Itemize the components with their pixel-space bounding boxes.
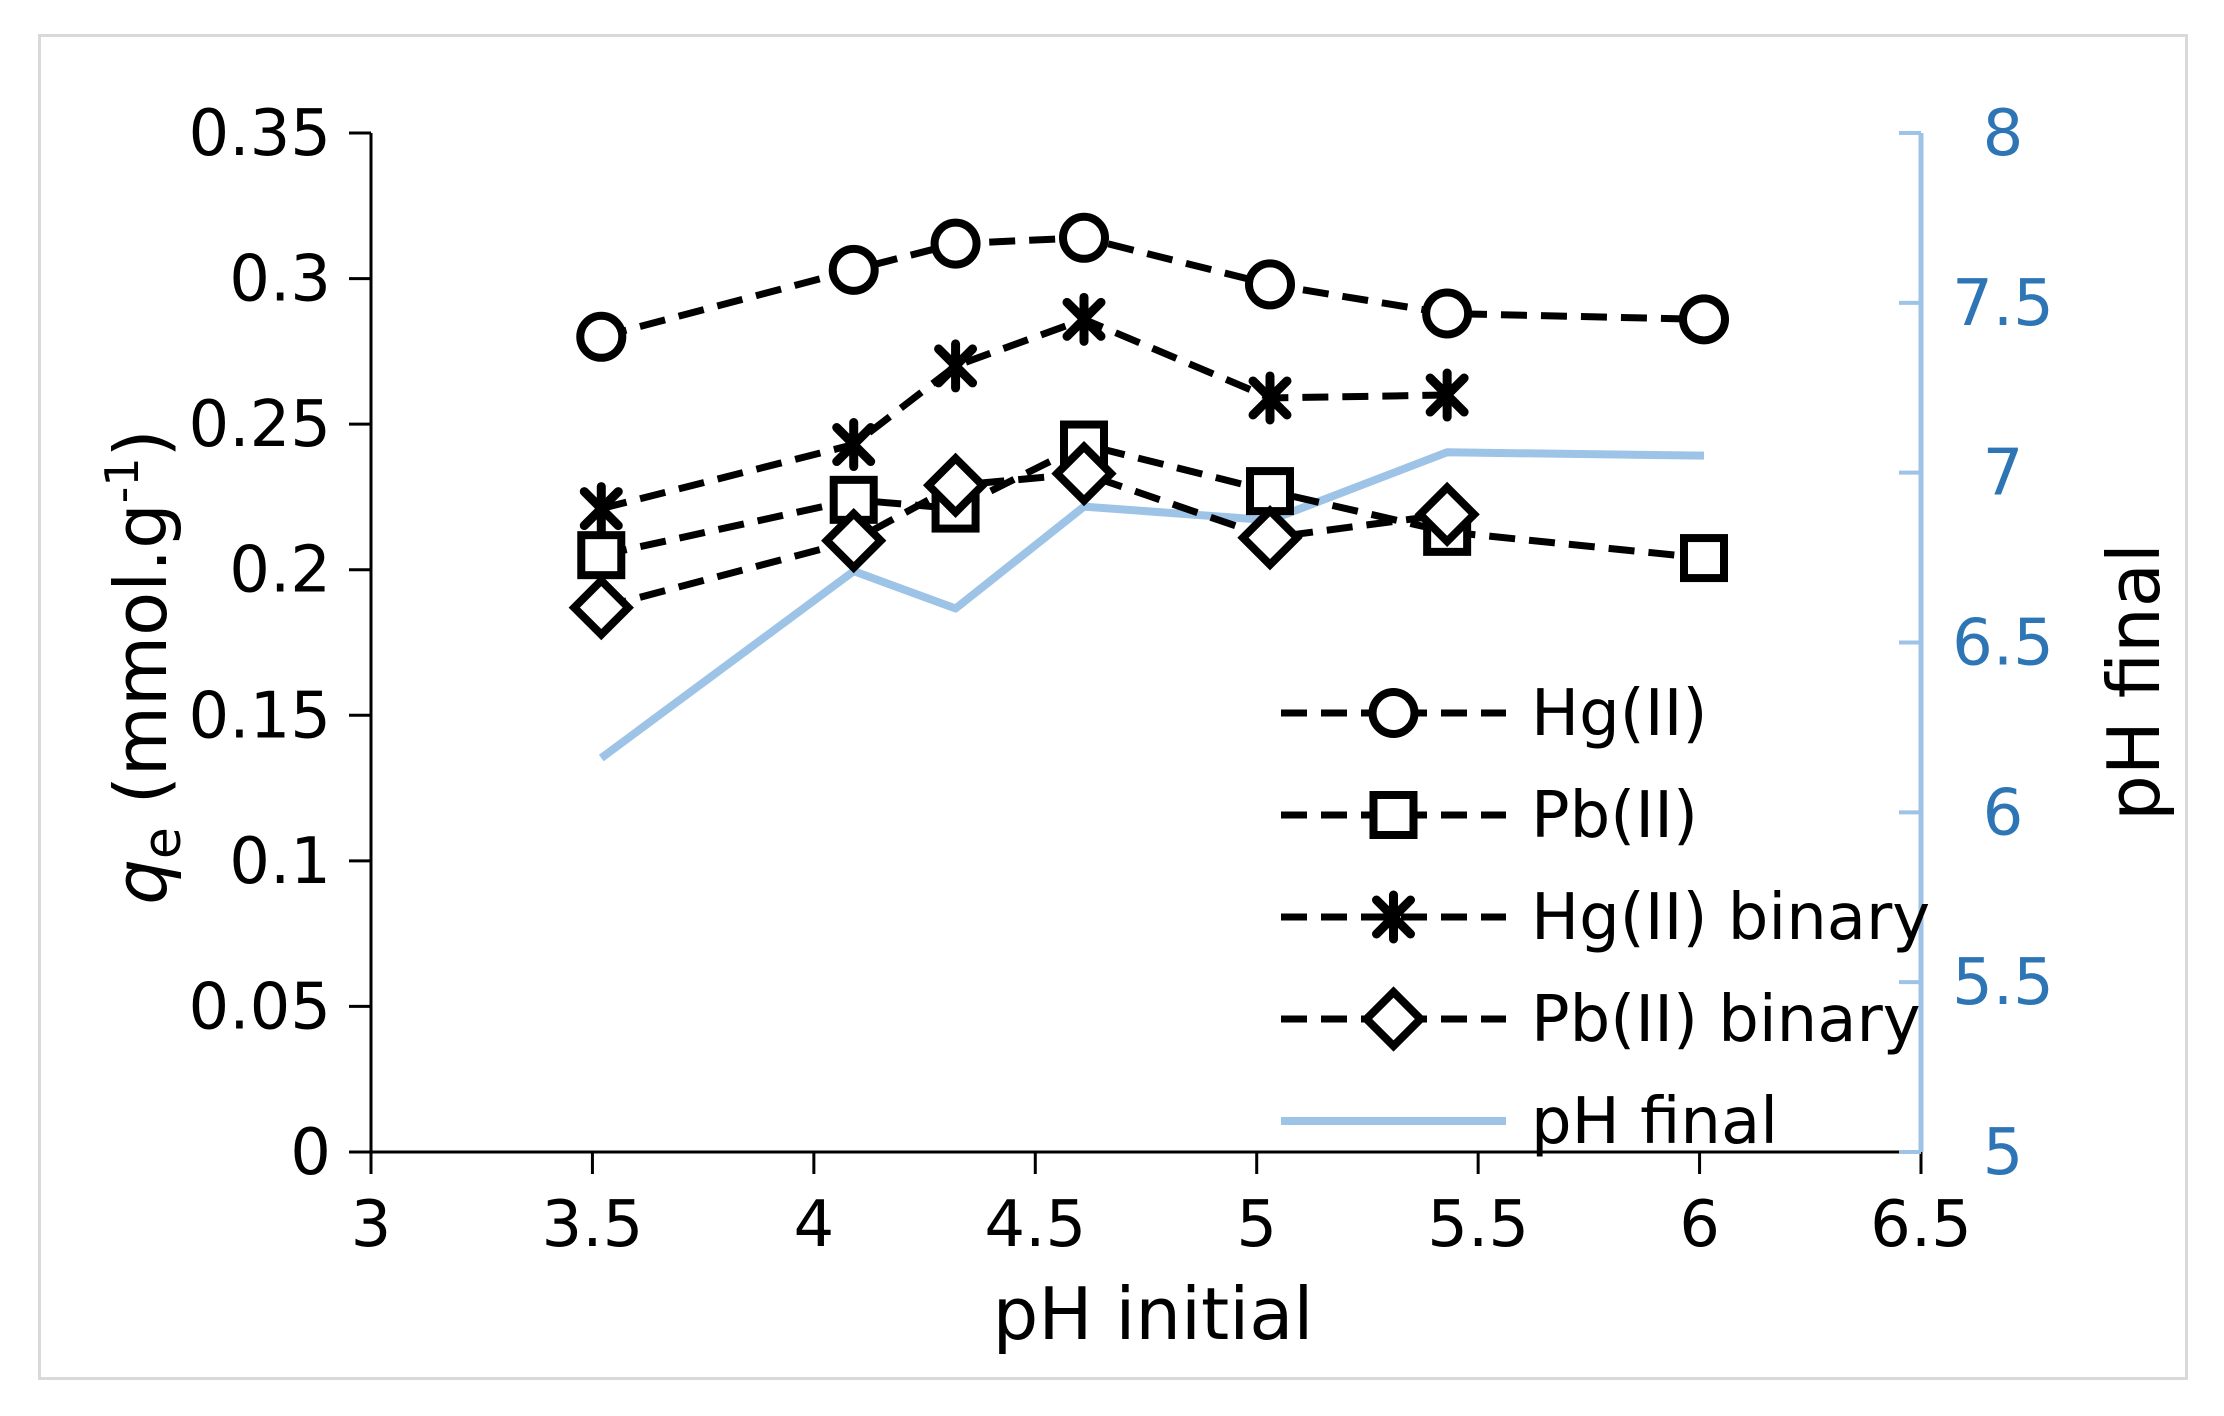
chart: 3 3.5 4 4.5 5 5.5 6 6.5 0 0.05 0.1 0.15 0.2 0.25 0.3 0.… — [95, 97, 2176, 1356]
y2-tick-label: 6.5 — [1952, 607, 2054, 681]
legend-label-pb-ii: Pb(II) — [1531, 779, 1698, 853]
legend-marker-hg-ii-binary — [1372, 890, 1415, 944]
data-point-hg-ii — [930, 218, 981, 269]
series-line-hg-ii — [600, 234, 1705, 341]
legend-label-hg-ii-binary: Hg(II) binary — [1531, 881, 1930, 955]
y-axis-title-symbol: q — [99, 859, 183, 905]
legend-item-hg-ii: Hg(II) — [1281, 677, 1707, 751]
legend-item-pb-ii-binary: Pb(II) binary — [1281, 983, 1921, 1057]
y2-tick-label: 6 — [1983, 776, 2024, 850]
y-axis-title-close: ) — [99, 429, 183, 457]
legend-label-pb-ii-binary: Pb(II) binary — [1531, 983, 1921, 1057]
legend-marker-pb-ii — [1369, 791, 1418, 839]
y2-tick-label: 7.5 — [1952, 267, 2054, 341]
data-point-hg-ii-binary — [832, 418, 876, 472]
y-tick-label: 0.25 — [189, 388, 332, 462]
axes: 3 3.5 4 4.5 5 5.5 6 6.5 0 0.05 0.1 0.15 0.2 0.25 0.3 0.… — [189, 97, 2054, 1262]
x-tick-label: 5.5 — [1427, 1188, 1529, 1262]
x-tick-label: 6.5 — [1870, 1188, 1972, 1262]
series-line-pb-ii — [600, 440, 1705, 562]
x-tick-label: 6 — [1679, 1188, 1720, 1262]
y2-tick-label: 5.5 — [1952, 946, 2054, 1020]
legend-marker-pb-ii-binary — [1360, 986, 1427, 1052]
y-tick-label: 0.3 — [229, 243, 331, 317]
chart-frame: 3 3.5 4 4.5 5 5.5 6 6.5 0 0.05 0.1 0.15 0.2 0.25 0.3 0.… — [38, 34, 2188, 1380]
legend-item-pb-ii: Pb(II) — [1281, 779, 1698, 853]
legend-marker-hg-ii — [1368, 688, 1419, 738]
data-point-hg-ii — [1059, 212, 1109, 263]
x-tick-label: 3.5 — [542, 1188, 644, 1262]
data-point-pb-ii-binary — [1414, 481, 1480, 548]
data-point-hg-ii — [1422, 288, 1473, 339]
y-axis-title-subscript: e — [133, 827, 193, 859]
y-tick-label: 0.2 — [229, 534, 331, 608]
data-point-pb-ii-binary — [821, 507, 887, 574]
data-point-pb-ii — [1680, 534, 1728, 583]
data-point-hg-ii-binary — [1062, 292, 1106, 346]
data-point-pb-ii-binary — [568, 574, 634, 641]
data-point-hg-ii-binary — [579, 482, 623, 536]
data-point-hg-ii — [576, 311, 627, 362]
data-point-hg-ii-binary — [934, 339, 978, 393]
x-axis-title: pH initial — [993, 1272, 1314, 1356]
y-axis-title: qe (mmol.g-1) — [95, 429, 193, 905]
y-axis-title-text: (mmol.g — [99, 503, 183, 827]
y2-tick-label: 8 — [1983, 97, 2024, 171]
series-line-pb-ii-binary — [600, 470, 1448, 611]
series-hg-ii — [576, 212, 1729, 362]
y2-tick-label: 7 — [1983, 437, 2024, 511]
x-tick-label: 5 — [1236, 1188, 1277, 1262]
y-tick-label: 0 — [290, 1116, 331, 1190]
series-line-hg-ii-binary — [600, 315, 1448, 512]
legend: Hg(II) Pb(II) Hg(II) binary Pb(II) binary pH… — [1281, 677, 1930, 1159]
series-hg-ii-binary — [579, 292, 1469, 536]
series-layer — [568, 212, 1729, 762]
data-point-pb-ii-binary — [1237, 505, 1303, 571]
data-point-hg-ii-binary — [1425, 368, 1469, 422]
y-tick-label: 0.05 — [189, 970, 332, 1044]
legend-item-ph-final: pH final — [1281, 1085, 1778, 1159]
series-pb-ii — [577, 420, 1728, 583]
data-point-pb-ii-binary — [1051, 440, 1117, 507]
y2-axis-title: pH final — [2092, 543, 2176, 821]
data-point-pb-ii-binary — [922, 452, 989, 518]
y2-tick-label: 5 — [1983, 1116, 2024, 1190]
data-point-hg-ii-binary — [1248, 371, 1292, 425]
y-axis-title-superscript: -1 — [95, 457, 149, 503]
data-point-hg-ii — [828, 244, 879, 295]
legend-item-hg-ii-binary: Hg(II) binary — [1281, 881, 1930, 955]
y-tick-label: 0.35 — [189, 97, 332, 171]
legend-label-hg-ii: Hg(II) — [1531, 677, 1707, 751]
data-point-hg-ii — [1679, 294, 1729, 345]
legend-label-ph-final: pH final — [1531, 1085, 1778, 1159]
x-tick-label: 4 — [793, 1188, 834, 1262]
series-pb-ii-binary — [568, 440, 1480, 641]
data-point-hg-ii — [1245, 259, 1295, 310]
x-tick-label: 4.5 — [984, 1188, 1086, 1262]
y-tick-label: 0.1 — [229, 825, 331, 899]
data-point-pb-ii — [577, 531, 626, 580]
x-tick-label: 3 — [351, 1188, 392, 1262]
y-tick-label: 0.15 — [189, 679, 332, 753]
